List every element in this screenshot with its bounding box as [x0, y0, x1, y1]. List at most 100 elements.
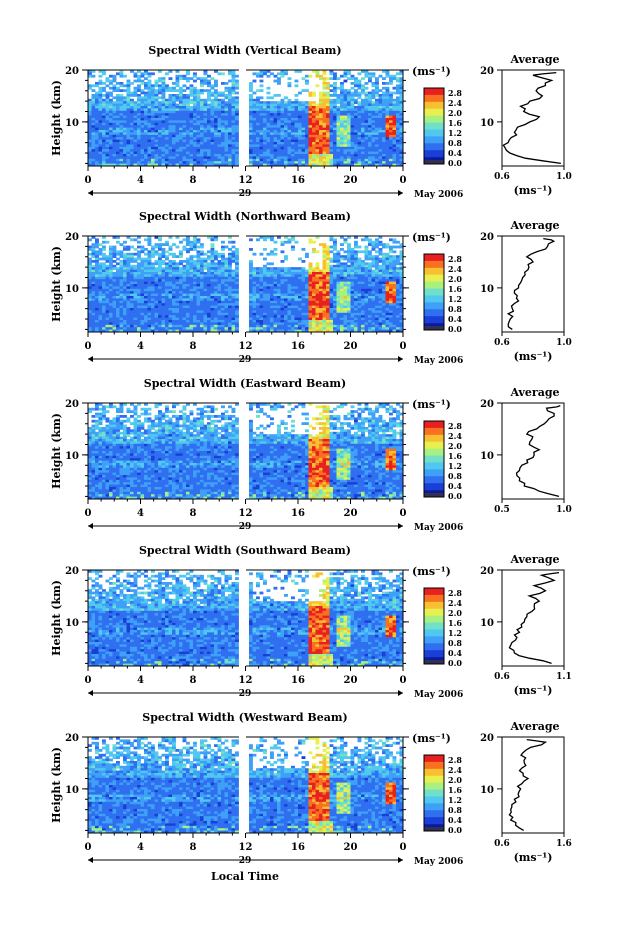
- colorbar-segment: [424, 455, 444, 463]
- x-tick-label: 16: [291, 675, 305, 686]
- average-x-tick-label: 0.5: [494, 505, 510, 515]
- colorbar-tick-label: 1.6: [448, 451, 462, 461]
- colorbar-tick-label: 1.6: [448, 284, 462, 294]
- colorbar-segment: [424, 434, 444, 443]
- colorbar-tick-label: 2.8: [448, 755, 462, 765]
- colorbar-frame: [423, 253, 445, 331]
- colorbar-segment: [424, 143, 444, 151]
- colorbar-frame: [423, 420, 445, 498]
- colorbar-segment: [424, 421, 444, 429]
- panel-title: Spectral Width (Westward Beam): [142, 711, 347, 724]
- colorbar-segment: [424, 288, 444, 296]
- y-axis-label: Height (km): [50, 747, 63, 823]
- colorbar-floor: [424, 827, 444, 831]
- x-tick-label: 4: [137, 675, 144, 686]
- average-title: Average: [509, 720, 559, 733]
- colorbar-segment: [424, 427, 444, 436]
- panel-2: Spectral Width (Northward Beam)1020Heigh…: [50, 210, 572, 366]
- colorbar-segment: [424, 316, 444, 324]
- colorbar-tick-label: 2.0: [448, 608, 462, 618]
- colorbar-unit: (ms⁻¹): [412, 565, 451, 578]
- panel-title: Spectral Width (Southward Beam): [139, 544, 351, 557]
- average-title: Average: [509, 219, 559, 232]
- day-span-arrow-left: [88, 190, 93, 196]
- colorbar-segment: [424, 281, 444, 289]
- average-frame: [501, 235, 565, 333]
- y-axis-label: Height (km): [50, 413, 63, 489]
- colorbar-segment: [424, 643, 444, 651]
- colorbar-tick-label: 0.0: [448, 491, 462, 501]
- data-gap: [239, 569, 246, 667]
- y-tick-label: 10: [65, 118, 79, 129]
- colorbar-unit: (ms⁻¹): [412, 732, 451, 745]
- day-label: 29: [239, 689, 252, 699]
- x-tick-label: 16: [291, 175, 305, 186]
- y-tick-label: 10: [65, 785, 79, 796]
- x-tick-label: 8: [190, 508, 197, 519]
- average-x-label: (ms⁻¹): [514, 184, 553, 197]
- data-gap: [239, 235, 246, 333]
- colorbar-tick-label: 1.2: [448, 795, 462, 805]
- day-span-arrow-left: [88, 356, 93, 362]
- colorbar-frame: [423, 587, 445, 665]
- average-x-tick-label: 1.6: [556, 839, 572, 849]
- colorbar-segment: [424, 309, 444, 317]
- date-label: May 2006: [414, 690, 463, 700]
- day-span-arrow-left: [88, 690, 93, 696]
- panel-5: Spectral Width (Westward Beam) 10 20 Height…: [50, 711, 572, 867]
- colorbar-tick-label: 2.8: [448, 588, 462, 598]
- x-tick-label: 12: [239, 842, 253, 853]
- colorbar-tick-label: 2.4: [448, 431, 462, 441]
- colorbar-segment: [424, 775, 444, 783]
- x-tick-label: 12: [239, 675, 253, 686]
- colorbar-segment: [424, 588, 444, 596]
- colorbar-tick-label: 0.4: [448, 314, 462, 324]
- colorbar-tick-label: 1.2: [448, 128, 462, 138]
- panel-4: Spectral Width (Southward Beam)1020Heigh…: [50, 544, 572, 700]
- x-tick-label: 8: [190, 675, 197, 686]
- x-tick-label: 20: [344, 842, 358, 853]
- colorbar-segment: [424, 789, 444, 797]
- heatmap-cells: [88, 737, 404, 834]
- colorbar-tick-label: 0.8: [448, 471, 462, 481]
- colorbar-tick-label: 0.4: [448, 148, 462, 158]
- y-axis-label: Height (km): [50, 246, 63, 322]
- x-tick-label: 20: [344, 175, 358, 186]
- colorbar-segment: [424, 796, 444, 804]
- colorbar-tick-label: 1.2: [448, 461, 462, 471]
- colorbar-tick-label: 1.6: [448, 785, 462, 795]
- average-profile-line: [506, 237, 556, 330]
- average-profile-line: [515, 404, 561, 498]
- x-tick-label: 20: [344, 341, 358, 352]
- x-tick-label: 0: [85, 341, 92, 352]
- x-tick-label: 12: [239, 175, 253, 186]
- average-y-tick-label: 20: [480, 733, 494, 744]
- date-label: May 2006: [414, 356, 463, 366]
- colorbar-segment: [424, 260, 444, 269]
- colorbar-floor: [424, 493, 444, 497]
- colorbar-segment: [424, 462, 444, 470]
- date-label: May 2006: [414, 857, 463, 867]
- average-y-tick-label: 20: [480, 232, 494, 243]
- data-gap: [239, 402, 246, 500]
- date-label: May 2006: [414, 523, 463, 533]
- x-tick-label: 12: [239, 341, 253, 352]
- x-tick-label: 16: [291, 341, 305, 352]
- colorbar-segment: [424, 469, 444, 477]
- average-x-tick-label: 1.0: [556, 505, 572, 515]
- x-tick-label: 0: [85, 842, 92, 853]
- colorbar-tick-label: 2.0: [448, 441, 462, 451]
- x-tick-label: 0: [85, 508, 92, 519]
- colorbar-segment: [424, 302, 444, 310]
- average-y-tick-label: 20: [480, 399, 494, 410]
- average-y-tick-label: 20: [480, 66, 494, 77]
- colorbar-segment: [424, 803, 444, 811]
- colorbar-unit: (ms⁻¹): [412, 398, 451, 411]
- colorbar-tick-label: 2.0: [448, 108, 462, 118]
- colorbar-segment: [424, 755, 444, 763]
- colorbar-tick-label: 2.0: [448, 274, 462, 284]
- colorbar-segment: [424, 817, 444, 825]
- colorbar-segment: [424, 622, 444, 630]
- colorbar-segment: [424, 608, 444, 616]
